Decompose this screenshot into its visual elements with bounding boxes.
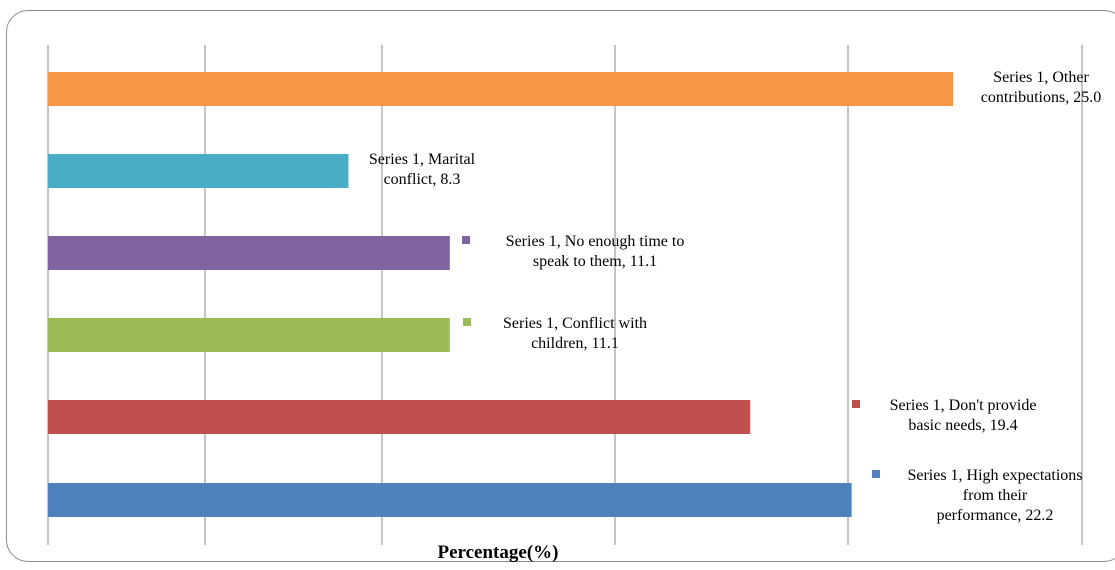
data-label-marker-5 — [941, 72, 949, 80]
data-label-marker-4 — [332, 154, 340, 162]
data-label-marker-0 — [872, 470, 880, 478]
data-label-0-line-0: Series 1, High expectations — [907, 467, 1082, 484]
data-label-marker-2 — [463, 318, 471, 326]
data-label-1-line-1: basic needs, 19.4 — [908, 417, 1017, 434]
data-label-5-line-0: Series 1, Other — [993, 69, 1089, 86]
data-label-0-line-2: performance, 22.2 — [937, 507, 1054, 524]
data-label-0-line-1: from their — [963, 487, 1028, 504]
data-label-marker-3 — [462, 236, 470, 244]
x-axis-title: Percentage(%) — [438, 542, 559, 563]
bar-4 — [48, 154, 349, 188]
bar-3 — [48, 236, 450, 270]
data-label-5-line-1: contributions, 25.0 — [981, 89, 1101, 106]
data-label-2-line-0: Series 1, Conflict with — [503, 315, 647, 332]
data-label-2-line-1: children, 11.1 — [531, 335, 619, 352]
data-label-4-line-0: Series 1, Marital — [369, 151, 476, 168]
data-label-1-line-0: Series 1, Don't provide — [890, 397, 1037, 414]
bar-0 — [48, 483, 852, 517]
data-label-marker-1 — [852, 400, 860, 408]
data-labels: Series 1, High expectations from their per… — [332, 69, 1101, 524]
bar-2 — [48, 318, 450, 352]
data-label-4-line-1: conflict, 8.3 — [384, 171, 461, 188]
bar-5 — [48, 72, 953, 106]
bar-1 — [48, 400, 751, 434]
gridlines — [47, 45, 1083, 545]
data-label-3-line-0: Series 1, No enough time to — [506, 233, 685, 250]
data-label-3-line-1: speak to them, 11.1 — [533, 253, 657, 270]
bars — [48, 72, 953, 517]
